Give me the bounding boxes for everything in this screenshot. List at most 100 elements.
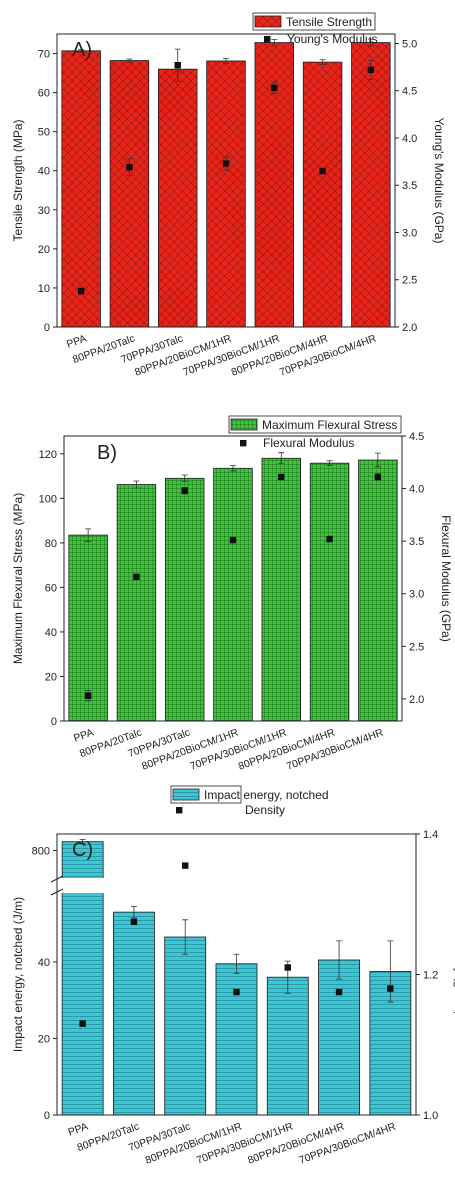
right-tick-label-1: 2.5 [409,641,424,653]
y2-axis-title: Density (g/cm³) [453,934,455,1015]
legend-frame [252,12,376,31]
right-tick-label-6: 5.0 [402,38,417,50]
bar-6 [318,959,360,1116]
point-3 [182,862,189,869]
right-tick-label-4: 4.0 [409,484,424,496]
legend-bar-swatch [172,788,200,801]
bar-error-4 [233,953,240,974]
y-axis-title: Impact energy, notched (J/m) [11,897,25,1052]
bar-error-2 [130,905,137,919]
legend-bar-swatch [230,418,258,431]
panel-label: C) [72,839,93,861]
point-6 [326,535,333,543]
point-5 [278,473,285,481]
plot-frame [56,33,396,328]
right-tick-label-3: 3.5 [402,180,417,192]
point-2 [126,164,133,171]
point-1 [84,692,92,699]
legend-point-label: Young's Modulus [287,32,378,46]
bar-error-3 [181,474,188,483]
bar-error-6 [326,460,333,467]
right-tick-label-2: 1.4 [423,829,438,841]
point-5 [271,84,278,92]
bar-error-1 [78,49,85,53]
panel-a-tensile: 0102030405060702.02.53.03.54.04.55.0PPA8… [11,12,446,379]
right-tick-label-1: 2.5 [402,275,417,287]
point-7 [367,66,375,74]
bar-4 [206,60,246,328]
bar-2 [109,60,150,328]
legend-bar-label: Maximum Flexural Stress [262,418,397,432]
bar-3 [164,936,207,1116]
left-tick-label-1: 10 [38,283,50,295]
point-6 [335,988,343,996]
right-tick-label-5: 4.5 [409,431,424,443]
panel-b-flexural: 0204060801001202.02.53.03.54.04.5PPA80PP… [11,415,453,773]
bar-1 [61,50,101,328]
bar-4 [213,467,253,722]
left-tick-label-2: 40 [45,627,57,639]
bar-4 [215,963,258,1116]
left-tick-label-0: 0 [44,322,50,334]
point-5 [284,964,291,971]
right-tick-label-0: 1.0 [423,1110,438,1122]
bar-error-5 [271,39,278,47]
point-4 [233,988,240,996]
panel-c-impact: 020408001.01.21.4PPA80PPA/20Talc70PPA/30… [11,785,455,1167]
legend-frame [170,785,242,804]
point-2 [130,918,138,926]
bar-error-1 [79,839,86,845]
left-tick-label-5: 50 [38,127,50,139]
point-4 [229,536,237,544]
y2-axis-title: Young's Modulus (GPa) [432,118,446,244]
left-tick-label-3: 60 [45,582,57,594]
bar-error-4 [223,58,229,64]
point-3 [181,487,188,494]
point-7 [374,473,382,481]
left-tick-label-7: 70 [38,49,50,61]
bar-7 [358,459,398,722]
category-label-1: PPA [67,1121,90,1139]
legend-bar-label: Tensile Strength [286,15,372,29]
left-tick-label-6: 120 [39,449,57,461]
left-tick-label-4: 40 [38,166,50,178]
right-tick-label-2: 3.0 [402,227,417,239]
bar-3 [164,477,205,722]
left-tick-label-4: 80 [45,538,57,550]
point-2 [133,573,140,581]
right-tick-label-3: 3.5 [409,536,424,548]
point-4 [222,160,230,167]
bar-error-7 [367,38,374,47]
left-tick-label-3: 800 [32,846,50,858]
legend-point-label: Density [245,803,285,817]
bar-1 [68,534,108,722]
axis-break-gap [51,878,416,893]
left-tick-label-6: 60 [38,88,50,100]
legend-point-swatch [264,36,271,43]
bar-6 [309,462,350,722]
category-label-1: PPA [72,727,95,745]
bar-2 [113,911,155,1116]
right-tick-label-0: 2.0 [409,694,424,706]
left-tick-label-2: 40 [38,957,50,969]
left-tick-label-5: 100 [39,493,57,505]
point-6 [319,167,326,175]
bar-error-1 [85,528,92,542]
bar-error-6 [319,59,326,65]
right-tick-label-5: 4.5 [402,86,417,98]
point-7 [387,985,394,992]
bar-error-6 [336,940,343,980]
bar-error-7 [374,452,381,468]
panel-label: A) [72,39,92,61]
y2-axis-title: Flexural Modulus (GPa) [439,515,453,642]
legend-bar-label: Impact energy, notched [204,788,329,802]
panel-label: B) [97,442,117,464]
right-tick-label-1: 1.2 [423,970,438,982]
bar-5 [261,457,302,722]
bar-error-2 [126,58,133,63]
category-label-1: PPA [65,333,88,351]
legend-point-swatch [240,440,247,447]
bar-error-5 [278,452,285,465]
bar-2 [116,484,157,722]
